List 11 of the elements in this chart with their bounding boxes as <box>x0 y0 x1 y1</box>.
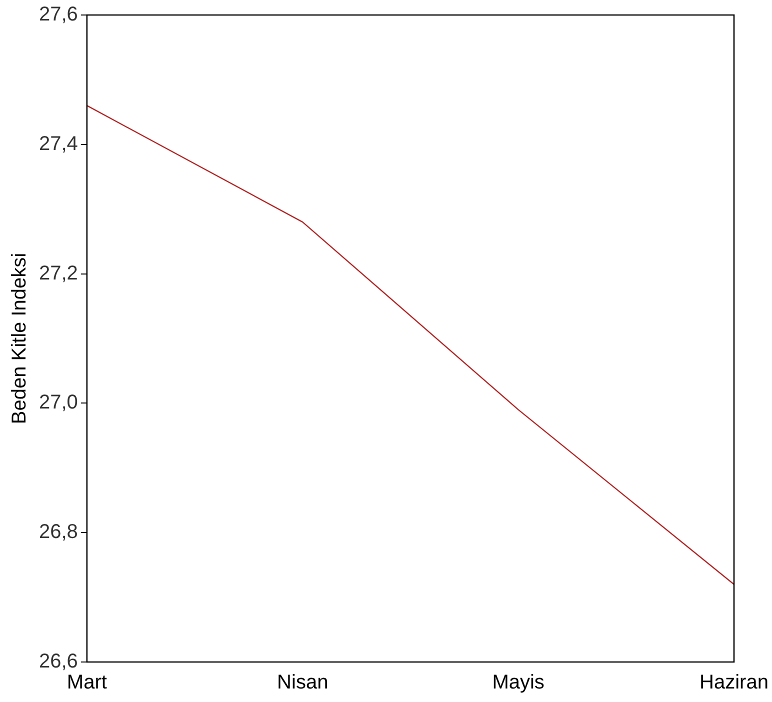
y-tick-label: 26,8 <box>38 521 78 544</box>
x-tick-label: Mart <box>66 672 108 694</box>
y-tick-label: 27,4 <box>38 132 78 155</box>
y-axis-title: Beden Kitle Indeksi <box>8 252 31 424</box>
y-tick-label: 27,6 <box>38 4 78 26</box>
y-tick-label: 27,0 <box>38 392 78 414</box>
y-tick-label: 26,6 <box>38 650 78 673</box>
x-tick-label: Mayis <box>492 672 544 694</box>
y-tick-label: 27,2 <box>38 262 78 284</box>
x-tick-label: Nisan <box>277 672 328 694</box>
x-tick-label: Haziran <box>700 672 768 694</box>
